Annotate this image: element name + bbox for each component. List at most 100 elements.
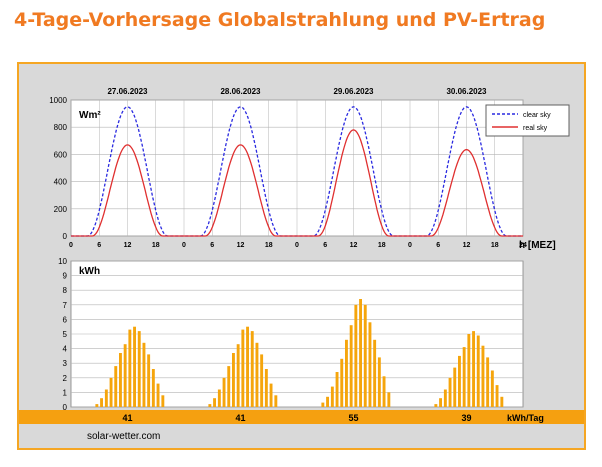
- yield-bar: [255, 342, 259, 407]
- source-watermark: solar-wetter.com: [87, 431, 160, 442]
- irradiance-ytick-label: 800: [54, 123, 68, 132]
- yield-bar: [241, 329, 245, 407]
- day-date-label: 30.06.2023: [446, 87, 487, 96]
- hour-tick-label: 18: [265, 242, 273, 249]
- hour-tick-label: 0: [69, 242, 73, 249]
- yield-bar: [208, 404, 212, 407]
- yield-bar: [340, 358, 344, 407]
- daily-total-value: 55: [348, 413, 358, 423]
- yield-bar: [481, 345, 485, 407]
- yield-ytick-label: 5: [63, 330, 68, 339]
- daily-total-value: 39: [461, 413, 471, 423]
- hour-tick-label: 6: [436, 242, 440, 249]
- yield-bar: [500, 396, 504, 407]
- legend: clear sky real sky: [485, 104, 570, 137]
- yield-bar: [443, 389, 447, 407]
- yield-bar: [217, 389, 221, 407]
- yield-ytick-label: 9: [63, 272, 68, 281]
- yield-bar: [213, 398, 216, 407]
- hour-tick-label: 6: [97, 242, 101, 249]
- yield-bar: [274, 395, 278, 407]
- daily-totals-unit: kWh/Tag: [507, 413, 544, 423]
- yield-bar: [156, 383, 160, 407]
- hour-tick-label: 0: [408, 242, 412, 249]
- daily-totals: 41 41 55 39: [122, 413, 471, 423]
- irradiance-ytick-label: 1000: [49, 96, 67, 105]
- irradiance-ytick-label: 200: [54, 205, 68, 214]
- hour-tick-label: 6: [210, 242, 214, 249]
- yield-bar: [104, 389, 108, 407]
- hour-tick-label: 24: [519, 242, 527, 249]
- yield-bar: [227, 366, 231, 407]
- legend-box: [485, 104, 570, 137]
- daily-total-value: 41: [235, 413, 245, 423]
- irradiance-ytick-label: 0: [63, 232, 68, 241]
- yield-grid: [70, 260, 524, 408]
- top-ylabel: Wm²: [79, 110, 101, 121]
- yield-bar: [123, 344, 127, 407]
- yield-bars: [95, 299, 504, 407]
- hour-tick-label: 0: [295, 242, 299, 249]
- yield-bar: [133, 326, 136, 407]
- legend-clear-sky-label: clear sky: [523, 112, 551, 119]
- day-date-label: 28.06.2023: [220, 87, 261, 96]
- yield-ytick-label: 7: [63, 301, 68, 310]
- yield-bar: [453, 367, 457, 407]
- hour-tick-label: 18: [378, 242, 386, 249]
- day-date-label: 27.06.2023: [107, 87, 148, 96]
- yield-ytick-label: 3: [63, 359, 68, 368]
- daily-total-value: 41: [122, 413, 132, 423]
- yield-bar: [222, 377, 226, 407]
- hour-tick-label: 12: [237, 242, 245, 249]
- yield-bar: [458, 355, 461, 407]
- irradiance-ytick-label: 400: [54, 178, 68, 187]
- yield-bar: [476, 335, 480, 407]
- real-sky-line: [71, 129, 523, 237]
- page-title: 4-Tage-Vorhersage Globalstrahlung und PV…: [14, 9, 546, 31]
- yield-ytick-label: 10: [58, 257, 67, 266]
- yield-bar: [321, 402, 325, 407]
- yield-ytick-label: 2: [63, 374, 68, 383]
- daily-totals-band: [19, 410, 584, 424]
- yield-ytick-label: 4: [63, 345, 68, 354]
- top-xlabel: h [MEZ]: [519, 240, 556, 251]
- yield-bar: [345, 339, 348, 407]
- hour-tick-label: 18: [491, 242, 499, 249]
- yield-bar: [119, 353, 122, 407]
- yield-bar: [486, 357, 490, 407]
- yield-ytick-label: 1: [63, 388, 68, 397]
- yield-bar: [434, 404, 438, 407]
- legend-real-sky-label: real sky: [523, 125, 548, 132]
- irradiance-series: [71, 106, 523, 237]
- yield-bar: [232, 353, 235, 407]
- yield-bar: [387, 392, 391, 407]
- yield-bar: [326, 396, 329, 407]
- yield-bar: [260, 354, 264, 407]
- hour-tick-label: 12: [463, 242, 471, 249]
- yield-bar: [147, 354, 151, 407]
- hour-tick-label: 18: [152, 242, 160, 249]
- yield-bar: [264, 369, 268, 407]
- yield-bar: [377, 357, 381, 407]
- yield-bar: [95, 404, 99, 407]
- yield-bar: [335, 372, 339, 407]
- yield-bar: [330, 386, 334, 407]
- yield-bar: [373, 339, 377, 407]
- yield-bar: [349, 325, 353, 407]
- yield-bar: [100, 398, 103, 407]
- hour-tick-label: 0: [182, 242, 186, 249]
- yield-ytick-label: 6: [63, 315, 68, 324]
- hour-tick-label: 6: [323, 242, 327, 249]
- hour-tick-label: 12: [350, 242, 358, 249]
- yield-ytick-label: 8: [63, 286, 68, 295]
- yield-bar: [151, 369, 155, 407]
- yield-bar: [236, 344, 240, 407]
- yield-bar: [109, 377, 113, 407]
- yield-bar: [472, 331, 475, 407]
- day-date-label: 29.06.2023: [333, 87, 374, 96]
- yield-bar: [382, 376, 386, 407]
- hour-tick-label: 12: [124, 242, 132, 249]
- yield-bar: [467, 334, 471, 407]
